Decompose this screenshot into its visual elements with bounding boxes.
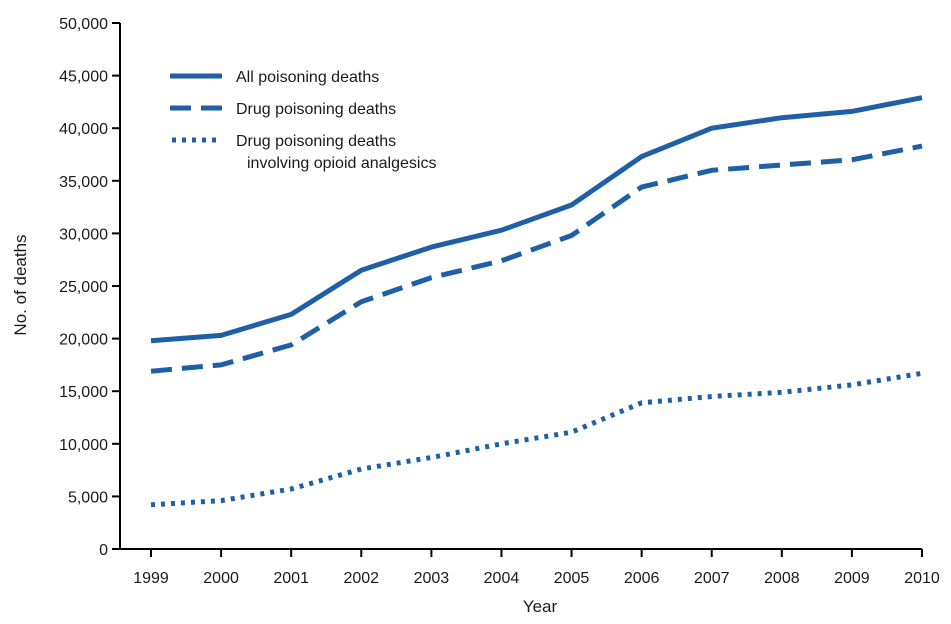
y-axis-title: No. of deaths <box>11 234 30 335</box>
labels-layer: Year No. of deaths <box>11 234 558 616</box>
y-tick-label: 30,000 <box>59 226 108 243</box>
y-tick-label: 15,000 <box>59 384 108 401</box>
x-tick-label: 2004 <box>484 570 520 587</box>
y-tick-label: 20,000 <box>59 332 108 349</box>
y-tick-label: 0 <box>99 542 108 559</box>
series-line-all-poisoning-deaths <box>150 95 923 344</box>
x-tick-label: 2003 <box>414 570 450 587</box>
x-tick-label: 1999 <box>133 570 169 587</box>
legend-label-opioid-line1: Drug poisoning deaths <box>236 133 396 150</box>
x-tick-label: 2005 <box>554 570 590 587</box>
y-tick-label: 25,000 <box>59 279 108 296</box>
series-line-drug-poisoning-deaths <box>150 143 923 374</box>
x-tick-label: 2002 <box>343 570 379 587</box>
y-tick-label: 10,000 <box>59 437 108 454</box>
x-tick-label: 2007 <box>694 570 730 587</box>
axes-layer: 0 5,000 10,000 15,000 20,000 25,000 30,000 35,0… <box>59 16 940 587</box>
y-tick-label: 35,000 <box>59 174 108 191</box>
x-tick-label: 2010 <box>904 570 940 587</box>
x-tick-label: 2000 <box>203 570 239 587</box>
series-line-opioid-analgesic-deaths <box>150 370 923 508</box>
y-tick-label: 40,000 <box>59 121 108 138</box>
y-tick-label: 45,000 <box>59 69 108 86</box>
x-axis-title: Year <box>523 597 558 616</box>
legend-label-all-poisoning: All poisoning deaths <box>236 69 379 86</box>
legend-label-opioid-line2: involving opioid analgesics <box>247 155 436 172</box>
x-tick-label: 2009 <box>834 570 870 587</box>
legend-label-drug-poisoning: Drug poisoning deaths <box>236 101 396 118</box>
y-tick-label: 5,000 <box>68 489 108 506</box>
series-layer <box>150 95 923 508</box>
legend: All poisoning deaths Drug poisoning deat… <box>170 69 436 172</box>
x-tick-label: 2006 <box>624 570 660 587</box>
y-tick-label: 50,000 <box>59 16 108 33</box>
x-tick-label: 2001 <box>273 570 309 587</box>
x-tick-label: 2008 <box>764 570 800 587</box>
